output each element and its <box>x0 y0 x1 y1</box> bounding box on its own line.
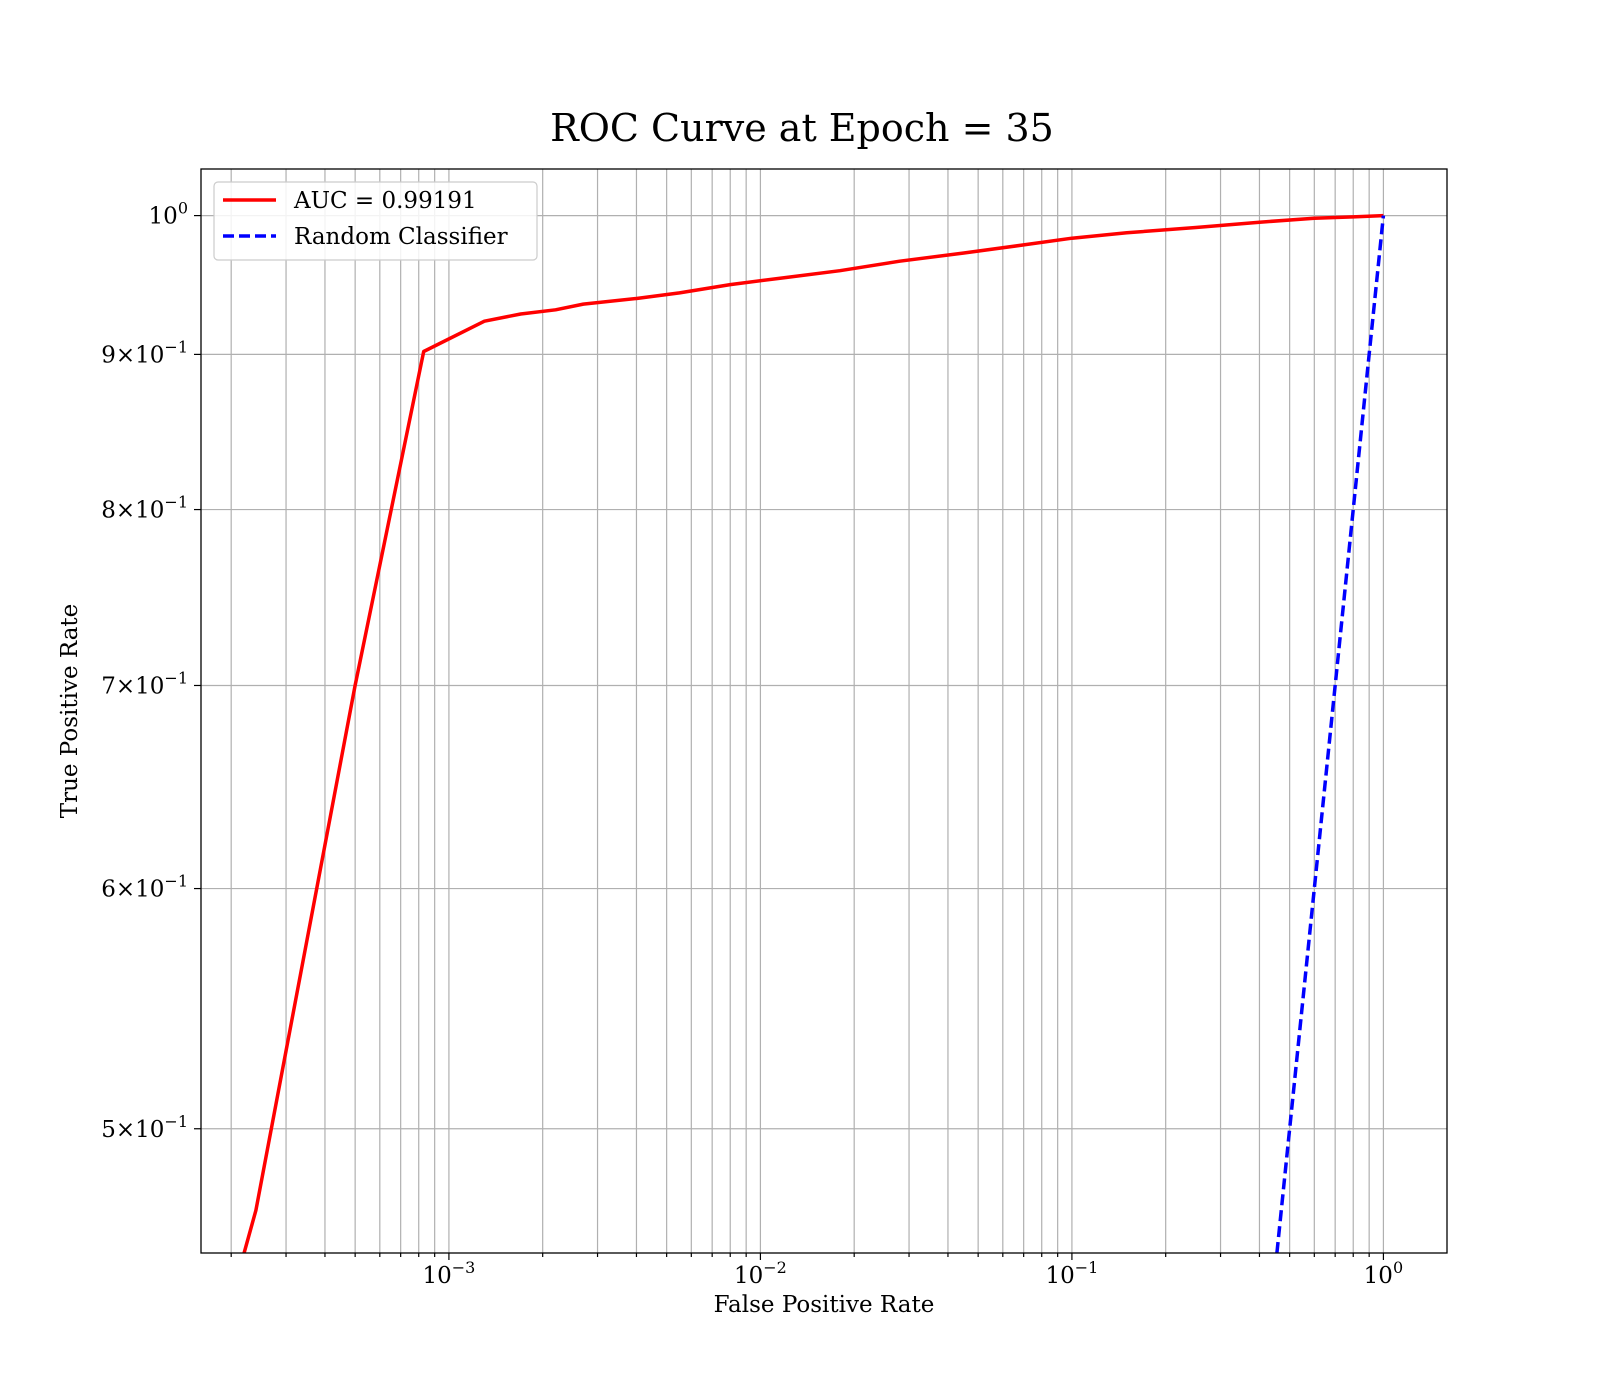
x-tick-label: 10−1 <box>1045 1258 1098 1289</box>
axis-ticks: 10−3 10−2 10−1 100 5×10−1 6×10−1 7×10−1 8×10−1 9… <box>101 199 1403 1289</box>
x-tick-label: 10−2 <box>734 1258 787 1289</box>
chart-title: ROC Curve at Epoch = 35 <box>550 106 1054 150</box>
x-tick-label: 10−3 <box>422 1258 475 1289</box>
plot-frame <box>200 168 1448 1254</box>
grid <box>201 169 1447 1253</box>
plot-area <box>242 213 1386 1253</box>
legend-box <box>213 181 538 261</box>
y-tick-label: 100 <box>149 199 188 230</box>
legend-label-random: Random Classifier <box>294 224 508 250</box>
y-tick-label: 8×10−1 <box>101 493 188 524</box>
random-classifier-line <box>1275 215 1386 1253</box>
x-tick-label: 100 <box>1364 1258 1403 1289</box>
y-tick-label: 7×10−1 <box>101 668 188 699</box>
x-axis-label: False Positive Rate <box>714 1292 935 1318</box>
y-tick-label: 9×10−1 <box>101 337 188 368</box>
y-tick-label: 5×10−1 <box>101 1112 188 1143</box>
roc-curve-line <box>242 213 1384 1253</box>
y-tick-label: 6×10−1 <box>101 872 188 903</box>
legend: AUC = 0.99191 Random Classifier <box>213 181 538 261</box>
legend-label-auc: AUC = 0.99191 <box>293 188 477 214</box>
y-axis-label: True Positive Rate <box>57 604 83 819</box>
